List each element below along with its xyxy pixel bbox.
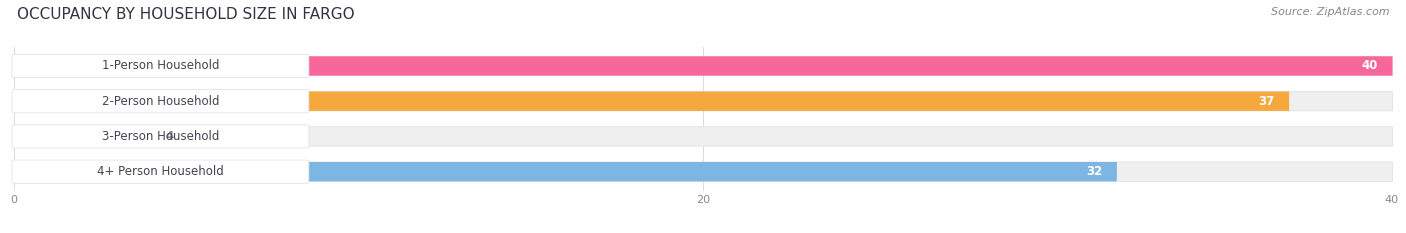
- FancyBboxPatch shape: [13, 54, 309, 78]
- FancyBboxPatch shape: [14, 162, 1392, 181]
- Text: 37: 37: [1258, 95, 1275, 108]
- FancyBboxPatch shape: [14, 56, 1392, 76]
- FancyBboxPatch shape: [14, 127, 152, 146]
- Text: Source: ZipAtlas.com: Source: ZipAtlas.com: [1271, 7, 1389, 17]
- FancyBboxPatch shape: [14, 92, 1289, 111]
- Text: 4: 4: [166, 130, 174, 143]
- FancyBboxPatch shape: [13, 89, 309, 113]
- Text: 1-Person Household: 1-Person Household: [101, 59, 219, 72]
- Text: 3-Person Household: 3-Person Household: [101, 130, 219, 143]
- FancyBboxPatch shape: [13, 125, 309, 148]
- FancyBboxPatch shape: [14, 127, 1392, 146]
- FancyBboxPatch shape: [14, 56, 1392, 76]
- Text: 32: 32: [1087, 165, 1102, 178]
- Text: 40: 40: [1362, 59, 1378, 72]
- FancyBboxPatch shape: [14, 162, 1116, 181]
- FancyBboxPatch shape: [14, 92, 1392, 111]
- Text: 4+ Person Household: 4+ Person Household: [97, 165, 224, 178]
- Text: OCCUPANCY BY HOUSEHOLD SIZE IN FARGO: OCCUPANCY BY HOUSEHOLD SIZE IN FARGO: [17, 7, 354, 22]
- Text: 2-Person Household: 2-Person Household: [101, 95, 219, 108]
- FancyBboxPatch shape: [13, 160, 309, 183]
